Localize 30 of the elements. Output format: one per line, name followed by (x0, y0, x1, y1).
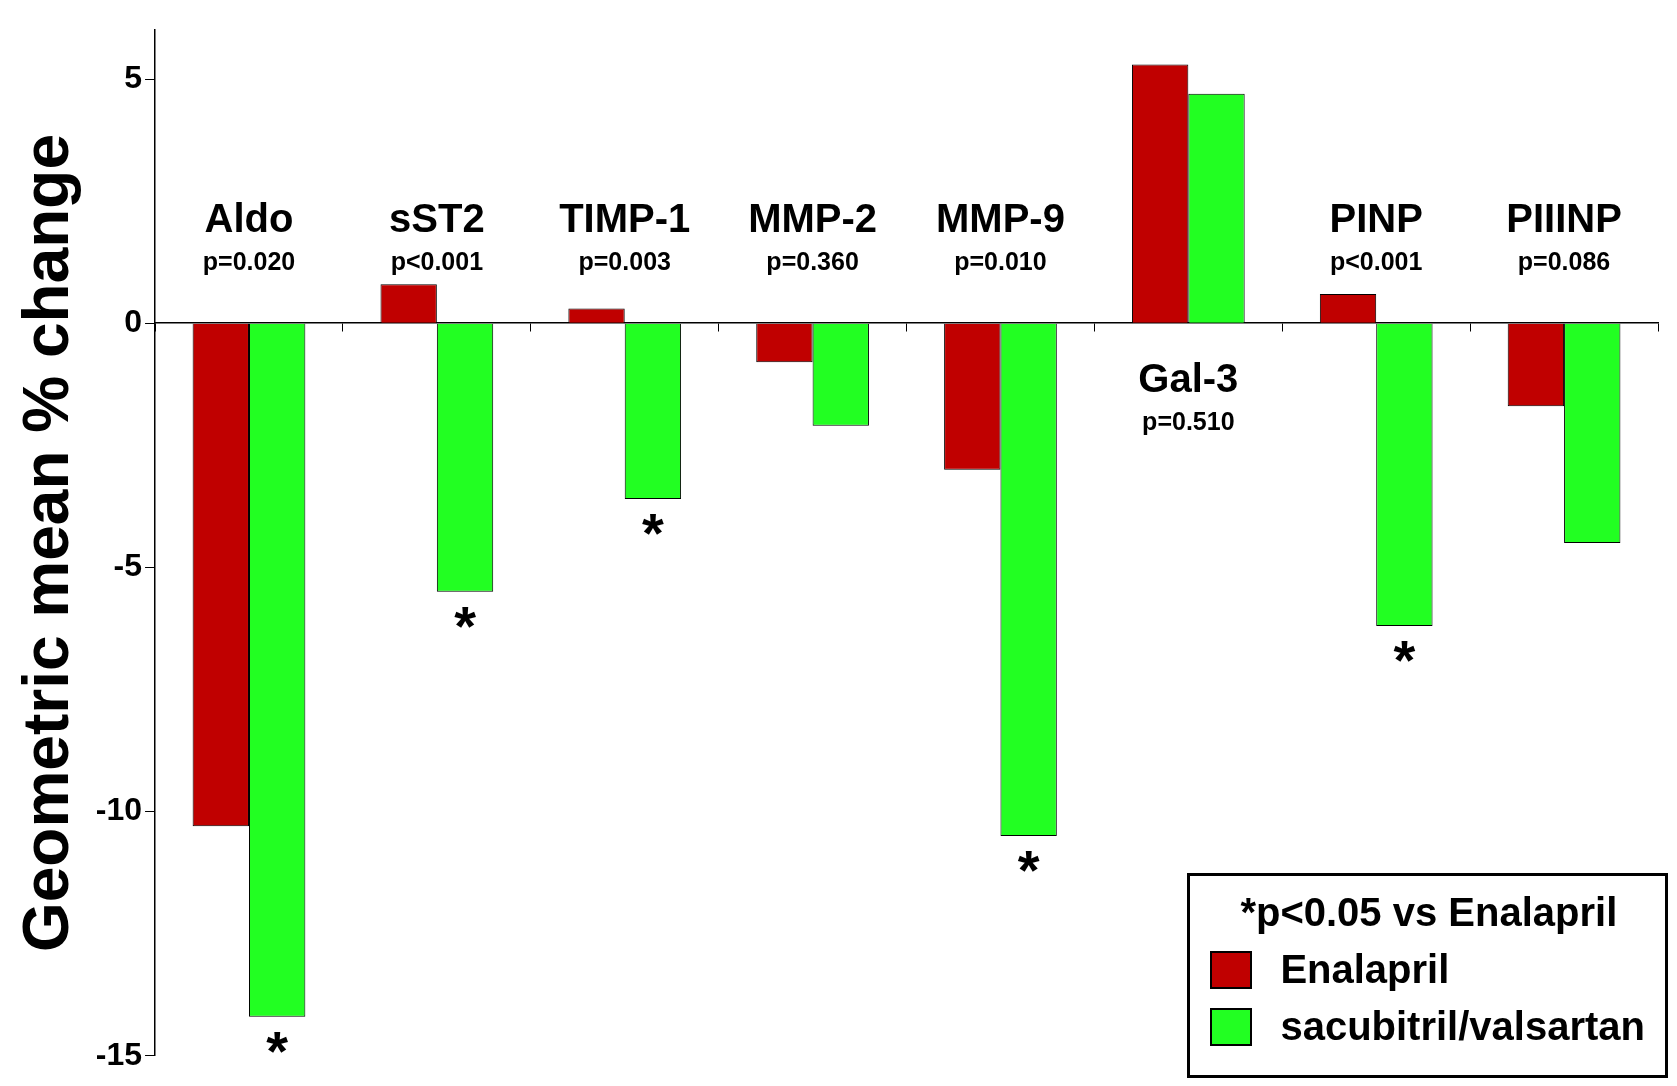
annotation: * (642, 501, 664, 565)
y-tick-label: -5 (113, 547, 143, 584)
y-tick-label: -15 (95, 1035, 143, 1072)
x-tick-label: sST2 (389, 196, 485, 241)
annotation: * (266, 1019, 289, 1083)
annotation: *p<0.05 vs Enalapril (1240, 890, 1619, 935)
y-tick-label: 5 (124, 58, 143, 95)
legend-label: sacubitril/valsartan (1280, 1004, 1645, 1049)
annotation: p=0.360 (766, 247, 859, 276)
annotation: * (1393, 628, 1416, 692)
annotation: * (1017, 838, 1040, 902)
annotation: p<0.001 (390, 247, 484, 276)
x-tick-label: TIMP-1 (559, 196, 691, 241)
annotation: p=0.510 (1142, 407, 1235, 436)
legend-label: Enalapril (1280, 947, 1450, 992)
x-tick-label: MMP-9 (936, 196, 1065, 241)
annotation: p=0.010 (954, 247, 1047, 276)
annotation: p=0.086 (1517, 247, 1611, 276)
x-tick-label: PINP (1329, 196, 1423, 241)
x-tick-label: MMP-2 (748, 196, 878, 241)
annotation: * (454, 594, 477, 658)
annotation: p=0.020 (202, 247, 296, 276)
y-axis-title: Geometric mean % change (10, 133, 83, 953)
x-tick-label: Aldo (204, 196, 294, 241)
annotation: p<0.001 (1329, 247, 1423, 276)
x-tick-label: PIIINP (1506, 196, 1622, 241)
y-tick-label: -10 (95, 791, 143, 828)
x-tick-label: Gal-3 (1138, 356, 1239, 401)
y-tick-label: 0 (124, 303, 143, 340)
annotation: p=0.003 (578, 247, 671, 276)
